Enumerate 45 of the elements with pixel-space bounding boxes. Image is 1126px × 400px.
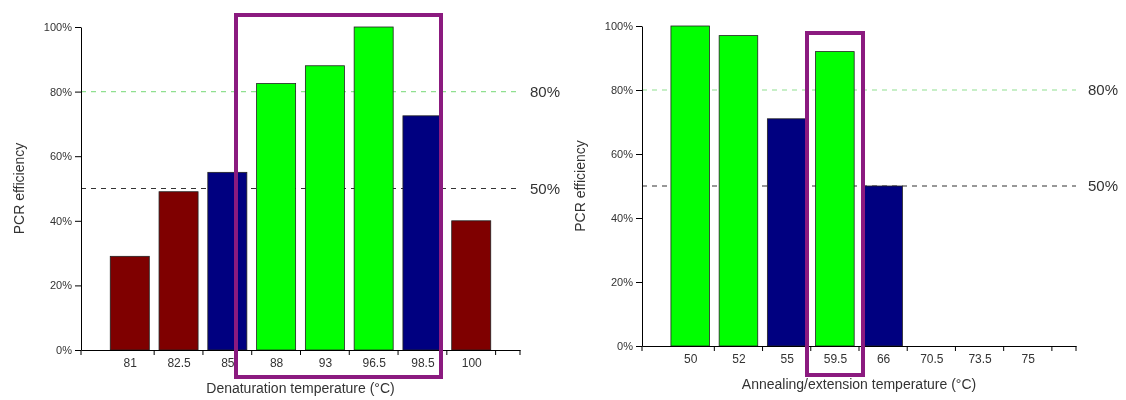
x-tick-label: 82.5	[167, 355, 192, 370]
y-tick-label: 100%	[604, 20, 634, 33]
bar	[353, 26, 394, 351]
x-tick-label: 75	[1021, 351, 1036, 366]
x-tick-label: 55	[780, 351, 795, 366]
x-axis-title: Denaturation temperature (°C)	[206, 380, 395, 396]
y-tick-label: 80%	[610, 84, 634, 97]
y-tick-label: 60%	[49, 150, 73, 163]
ref-line-label: 80%	[1088, 81, 1119, 99]
x-tick-label: 93	[318, 355, 333, 370]
ref-line-label: 80%	[530, 82, 561, 100]
x-tick-label: 70.5	[920, 351, 944, 366]
x-tick-label: 52	[732, 351, 746, 366]
y-tick-label: 40%	[610, 212, 634, 225]
x-tick-label: 98.5	[411, 355, 435, 370]
y-axis-title: PCR efficiency	[11, 142, 27, 235]
x-axis-title: Annealing/extension temperature (°C)	[741, 376, 977, 392]
x-tick-label: 66	[876, 351, 891, 366]
x-tick-label: 50	[684, 351, 698, 366]
ref-line-label: 50%	[1088, 177, 1119, 195]
bar	[451, 220, 492, 351]
y-tick-label: 20%	[610, 276, 634, 289]
x-tick-label: 96.5	[362, 355, 387, 370]
bar	[304, 65, 345, 351]
x-tick-label: 59.5	[823, 351, 848, 366]
bar	[718, 35, 759, 347]
y-tick-label: 80%	[49, 85, 73, 98]
x-tick-label: 85	[221, 355, 235, 370]
bar	[207, 171, 248, 351]
y-axis-title: PCR efficiency	[572, 140, 588, 232]
y-tick-label: 20%	[49, 279, 73, 292]
y-tick-label: 60%	[610, 148, 634, 161]
y-tick-label: 100%	[43, 21, 73, 34]
bar	[158, 191, 199, 351]
x-tick-label: 73.5	[968, 351, 993, 366]
x-tick-label: 88	[269, 355, 284, 370]
bar	[109, 255, 150, 351]
y-tick-label: 0%	[617, 340, 634, 353]
x-tick-label: 81	[123, 355, 138, 370]
ref-line-label: 50%	[530, 179, 561, 197]
bar	[256, 83, 297, 351]
y-tick-label: 40%	[49, 214, 73, 227]
x-tick-label: 100	[461, 355, 483, 370]
bar	[670, 25, 710, 347]
y-tick-label: 0%	[56, 344, 73, 357]
